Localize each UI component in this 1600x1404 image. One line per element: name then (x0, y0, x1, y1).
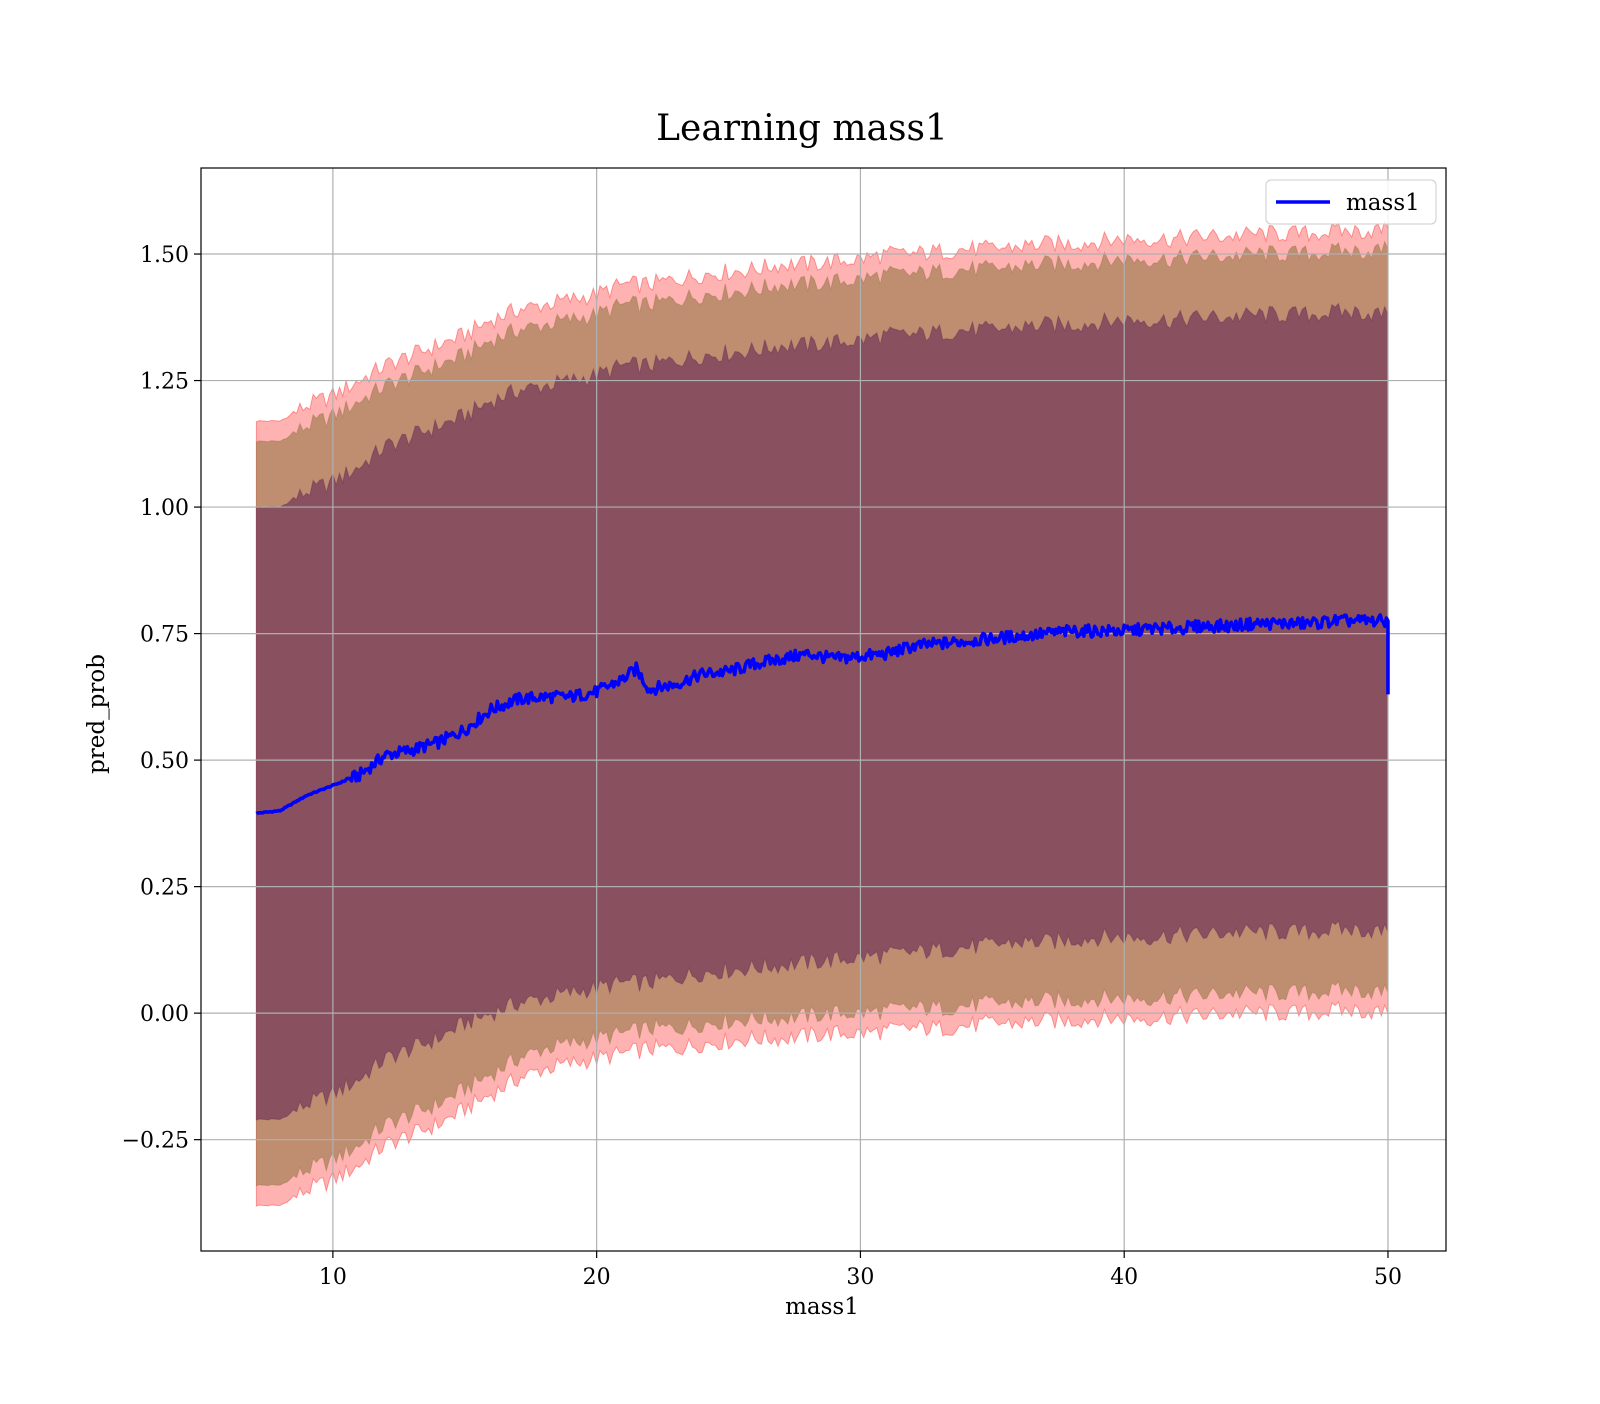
legend-label-mass1: mass1 (1346, 190, 1420, 216)
series-line-mass1 (255, 613, 1390, 816)
y-tick-label-6: 1.25 (140, 370, 189, 395)
x-tick-label-4: 50 (1374, 1265, 1402, 1290)
y-tick-label-5: 1.00 (140, 496, 189, 521)
x-tick-label-2: 30 (846, 1265, 874, 1290)
legend-box (1265, 179, 1437, 225)
plot-area: 10 20 30 40 50 −0.25 0.00 0.25 0.50 0.75 1.00 1.25 1… (122, 167, 1447, 1290)
y-tick-label-1: 0.00 (140, 1002, 189, 1027)
x-tick-label-3: 40 (1110, 1265, 1138, 1290)
x-tick-label-1: 20 (583, 1265, 611, 1290)
x-tick-label-0: 10 (319, 1265, 347, 1290)
y-tick-label-7: 1.50 (140, 243, 189, 268)
y-tick-label-0: −0.25 (122, 1129, 189, 1154)
y-tick-label-3: 0.50 (140, 749, 189, 774)
y-tick-label-4: 0.75 (140, 623, 189, 648)
y-axis-title: pred_prob (84, 654, 110, 774)
x-axis-title: mass1 (785, 1294, 859, 1320)
plot-frame (200, 167, 1447, 1252)
legend: mass1 (1265, 179, 1437, 225)
y-tick-label-2: 0.25 (140, 876, 189, 901)
chart-title: Learning mass1 (656, 108, 948, 149)
